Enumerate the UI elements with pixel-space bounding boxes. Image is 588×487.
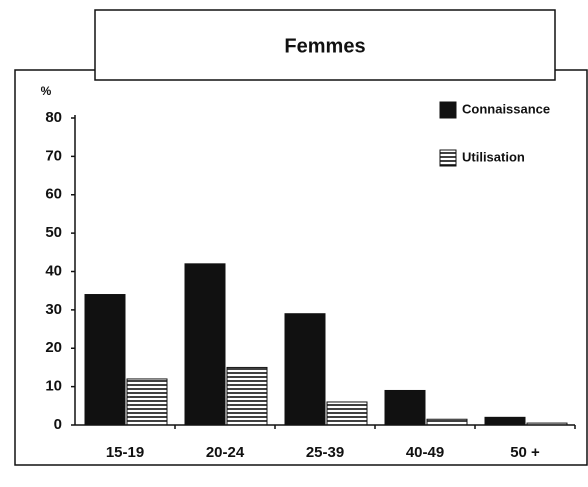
bar (526, 422, 568, 426)
y-tick-label: 80 (45, 109, 62, 126)
legend-swatch (439, 101, 457, 119)
title-box (94, 9, 556, 81)
bar (426, 418, 468, 426)
legend-label: Connaissance (462, 101, 550, 116)
y-tick-label: 50 (45, 224, 62, 241)
y-tick-label: 30 (45, 301, 62, 318)
y-axis-label: % (41, 84, 52, 98)
y-tick-label: 70 (45, 147, 62, 164)
bar (484, 416, 526, 426)
x-tick-label: 20-24 (206, 444, 245, 461)
y-tick-label: 60 (45, 186, 62, 203)
y-tick-label: 40 (45, 262, 62, 279)
legend-label: Utilisation (462, 149, 525, 164)
bar (184, 263, 226, 426)
bar (326, 401, 368, 426)
y-tick-label: 20 (45, 339, 62, 356)
bar (84, 294, 126, 426)
bar (126, 378, 168, 426)
x-tick-label: 25-39 (306, 444, 344, 461)
bar (384, 389, 426, 426)
x-tick-label: 50 + (510, 444, 540, 461)
y-tick-label: 0 (54, 416, 62, 433)
legend-swatch (439, 149, 457, 167)
x-tick-label: 15-19 (106, 444, 144, 461)
bar (226, 366, 268, 426)
bar (284, 313, 326, 426)
chart-title: Femmes (284, 35, 365, 57)
x-tick-label: 40-49 (406, 444, 444, 461)
y-tick-label: 10 (45, 378, 62, 395)
